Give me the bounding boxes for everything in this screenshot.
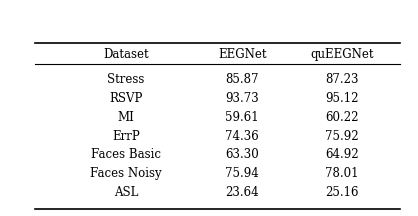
Text: ErrP: ErrP: [112, 130, 140, 143]
Text: 74.36: 74.36: [225, 130, 259, 143]
Text: Dataset: Dataset: [103, 48, 149, 61]
Text: 64.92: 64.92: [325, 148, 359, 161]
Text: Faces Noisy: Faces Noisy: [90, 167, 162, 180]
Text: 60.22: 60.22: [325, 111, 359, 124]
Text: MI: MI: [117, 111, 135, 124]
Text: ASL: ASL: [114, 186, 138, 199]
Text: 87.23: 87.23: [325, 73, 359, 86]
Text: EEGNet: EEGNet: [218, 48, 266, 61]
Text: Faces Basic: Faces Basic: [91, 148, 161, 161]
Text: RSVP: RSVP: [109, 92, 143, 105]
Text: 63.30: 63.30: [225, 148, 259, 161]
Text: quEEGNet: quEEGNet: [310, 48, 374, 61]
Text: Stress: Stress: [107, 73, 145, 86]
Text: 75.94: 75.94: [225, 167, 259, 180]
Text: 95.12: 95.12: [325, 92, 359, 105]
Text: 59.61: 59.61: [225, 111, 259, 124]
Text: 93.73: 93.73: [225, 92, 259, 105]
Text: 78.01: 78.01: [325, 167, 359, 180]
Text: 85.87: 85.87: [225, 73, 259, 86]
Text: 23.64: 23.64: [225, 186, 259, 199]
Text: 75.92: 75.92: [325, 130, 359, 143]
Text: 25.16: 25.16: [325, 186, 359, 199]
